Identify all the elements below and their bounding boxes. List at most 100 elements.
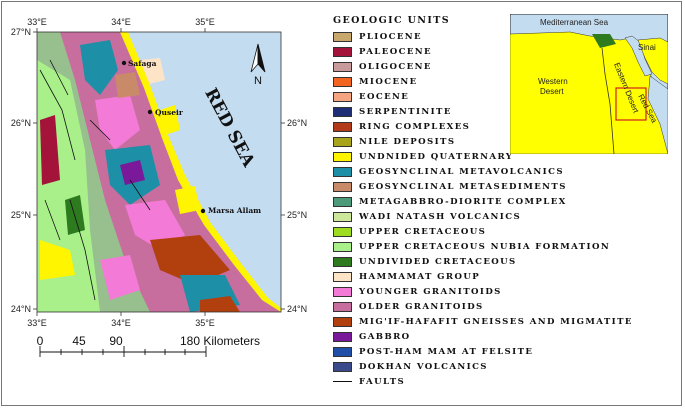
legend-item: UPPER CRETACEOUS NUBIA FORMATION xyxy=(333,239,663,254)
legend-swatch xyxy=(333,61,352,72)
legend-swatch xyxy=(333,106,352,117)
fault-line-swatch xyxy=(333,380,352,383)
legend-swatch xyxy=(333,166,352,177)
legend-label: OLDER GRANITOIDS xyxy=(359,301,484,312)
legend-label: PLIOCENE xyxy=(359,31,423,42)
legend-swatch xyxy=(333,256,352,267)
inset-label-western-desert: Western xyxy=(538,77,568,86)
legend-label: PALEOCENE xyxy=(359,46,432,57)
study-area-box xyxy=(615,87,647,121)
scale-bar xyxy=(39,346,207,357)
legend-item: HAMMAMAT GROUP xyxy=(333,269,663,284)
legend-label: YOUNGER GRANITOIDS xyxy=(359,286,502,297)
legend-label: METAGABBRO-DIORITE COMPLEX xyxy=(359,196,567,207)
legend-swatch xyxy=(333,46,352,57)
lon-label-top: 34°E xyxy=(111,17,131,27)
lat-label-right: 25°N xyxy=(287,210,307,220)
legend-swatch xyxy=(333,346,352,357)
lon-label-bottom: 33°E xyxy=(27,318,47,328)
metavolcanics-patch xyxy=(80,40,118,95)
legend-swatch xyxy=(333,286,352,297)
legend-label: MIG'IF-HAFAFIT GNEISSES AND MIGMATITE xyxy=(359,316,633,327)
axis-ticks xyxy=(33,28,285,316)
legend-swatch xyxy=(333,136,352,147)
legend-swatch xyxy=(333,31,352,42)
legend-label: GABBRO xyxy=(359,331,411,342)
legend-label: RING COMPLEXES xyxy=(359,121,471,132)
city-label-quseir: Quseir xyxy=(155,108,184,117)
legend-item: PALEOCENE xyxy=(333,44,663,59)
legend-item: DOKHAN VOLCANICS xyxy=(333,359,663,374)
legend-swatch xyxy=(333,196,352,207)
legend-swatch xyxy=(333,301,352,312)
legend-item: FAULTS xyxy=(333,374,663,389)
lon-label-bottom: 35°E xyxy=(195,318,215,328)
city-marker-quseir xyxy=(147,109,153,115)
legend-item: PLIOCENE xyxy=(333,29,663,44)
legend-swatch xyxy=(333,271,352,282)
legend-label: GEOSYNCLINAL METAVOLCANICS xyxy=(359,166,564,177)
legend-item: SERPENTINITE xyxy=(333,104,663,119)
legend-item: GEOSYNCLINAL METAVOLCANICS xyxy=(333,164,663,179)
lat-label-left: 26°N xyxy=(11,118,31,128)
scale-label: 0 xyxy=(37,334,44,348)
lon-label-bottom: 34°E xyxy=(111,318,131,328)
inset-red-sea xyxy=(647,75,668,154)
legend-item: POST-HAM MAM AT FELSITE xyxy=(333,344,663,359)
legend-swatch xyxy=(333,226,352,237)
legend-item: GABBRO xyxy=(333,329,663,344)
legend-label: WADI NATASH VOLCANICS xyxy=(359,211,522,222)
lat-label-left: 27°N xyxy=(11,27,31,37)
quaternary-patch xyxy=(40,240,75,280)
legend-item: UNDNIDED QUATERNARY xyxy=(333,149,663,164)
legend-item: RING COMPLEXES xyxy=(333,119,663,134)
legend-item: METAGABBRO-DIORITE COMPLEX xyxy=(333,194,663,209)
scale-label: 90 xyxy=(109,334,123,348)
legend-item: UPPER CRETACEOUS xyxy=(333,224,663,239)
legend-label: UNDIVIDED CRETACEOUS xyxy=(359,256,517,267)
map-area xyxy=(37,32,281,312)
city-label-marsa-allam: Marsa Allam xyxy=(208,206,261,215)
metasediments-patch xyxy=(115,72,140,98)
legend-item: MIOCENE xyxy=(333,74,663,89)
legend-swatch xyxy=(333,331,352,342)
legend-swatch xyxy=(333,211,352,222)
legend-label: MIOCENE xyxy=(359,76,418,87)
legend-title: GEOLOGIC UNITS xyxy=(333,15,450,26)
city-marker-safaga xyxy=(121,60,127,66)
legend-label: GEOSYNCLINAL METASEDIMENTS xyxy=(359,181,567,192)
legend-swatch xyxy=(333,361,352,372)
migmatite-patch xyxy=(150,235,230,285)
inset-label-western-desert: Desert xyxy=(540,87,564,96)
legend-swatch xyxy=(333,241,352,252)
granitoid-patch xyxy=(100,255,140,300)
legend-item: UNDIVIDED CRETACEOUS xyxy=(333,254,663,269)
legend-swatch xyxy=(333,76,352,87)
legend-item: EOCENE xyxy=(333,89,663,104)
inset-label-mediterranean: Mediterranean Sea xyxy=(540,18,609,27)
legend-swatch xyxy=(333,91,352,102)
legend: GEOLOGIC UNITS PLIOCENE PALEOCENE OLIGOCEN… xyxy=(333,13,663,389)
legend-item: MIG'IF-HAFAFIT GNEISSES AND MIGMATITE xyxy=(333,314,663,329)
legend-swatch xyxy=(333,151,352,162)
location-inset-map: Mediterranean Sea Western Desert Sinai E… xyxy=(510,14,668,154)
lon-label-top: 33°E xyxy=(27,17,47,27)
legend-label: UPPER CRETACEOUS NUBIA FORMATION xyxy=(359,241,611,252)
cretaceous-patch xyxy=(65,195,85,235)
map-border xyxy=(36,31,282,313)
fault-lines xyxy=(39,59,151,301)
city-label-safaga: Safaga xyxy=(128,59,157,68)
legend-label: NILE DEPOSITS xyxy=(359,136,456,147)
inset-gulf xyxy=(624,35,653,77)
legend-label: UPPER CRETACEOUS xyxy=(359,226,487,237)
lat-label-left: 25°N xyxy=(11,210,31,220)
legend-label: POST-HAM MAM AT FELSITE xyxy=(359,346,534,357)
migmatite-patch xyxy=(200,296,240,312)
inset-label-sinai: Sinai xyxy=(638,43,656,52)
north-label: N xyxy=(254,75,262,87)
scale-label: 45 xyxy=(72,334,86,348)
coastal-deposits xyxy=(120,32,281,312)
lon-label-top: 35°E xyxy=(195,17,215,27)
